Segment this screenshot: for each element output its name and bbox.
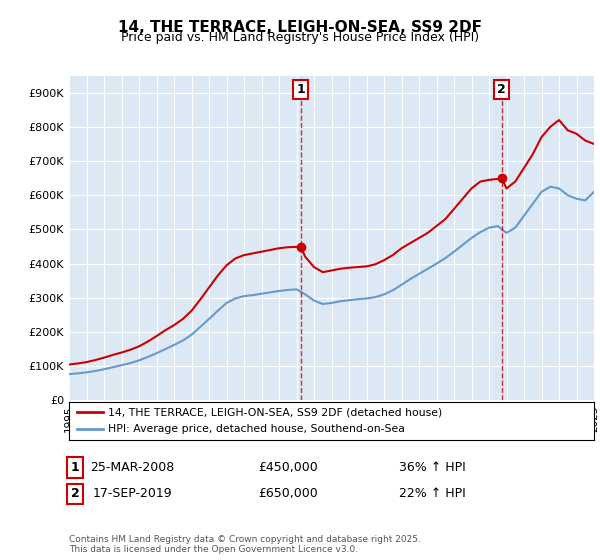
Text: 14, THE TERRACE, LEIGH-ON-SEA, SS9 2DF (detached house): 14, THE TERRACE, LEIGH-ON-SEA, SS9 2DF (…	[109, 407, 443, 417]
Text: 17-SEP-2019: 17-SEP-2019	[92, 487, 172, 501]
Text: Contains HM Land Registry data © Crown copyright and database right 2025.
This d: Contains HM Land Registry data © Crown c…	[69, 535, 421, 554]
Text: 25-MAR-2008: 25-MAR-2008	[90, 461, 174, 474]
Text: 2: 2	[497, 83, 506, 96]
Text: Price paid vs. HM Land Registry's House Price Index (HPI): Price paid vs. HM Land Registry's House …	[121, 31, 479, 44]
Text: 2: 2	[71, 487, 79, 501]
Text: £650,000: £650,000	[258, 487, 318, 501]
Text: 14, THE TERRACE, LEIGH-ON-SEA, SS9 2DF: 14, THE TERRACE, LEIGH-ON-SEA, SS9 2DF	[118, 20, 482, 35]
Text: HPI: Average price, detached house, Southend-on-Sea: HPI: Average price, detached house, Sout…	[109, 424, 405, 434]
Text: 22% ↑ HPI: 22% ↑ HPI	[398, 487, 466, 501]
Text: 1: 1	[71, 461, 79, 474]
Text: 1: 1	[296, 83, 305, 96]
Text: £450,000: £450,000	[258, 461, 318, 474]
Text: 36% ↑ HPI: 36% ↑ HPI	[398, 461, 466, 474]
